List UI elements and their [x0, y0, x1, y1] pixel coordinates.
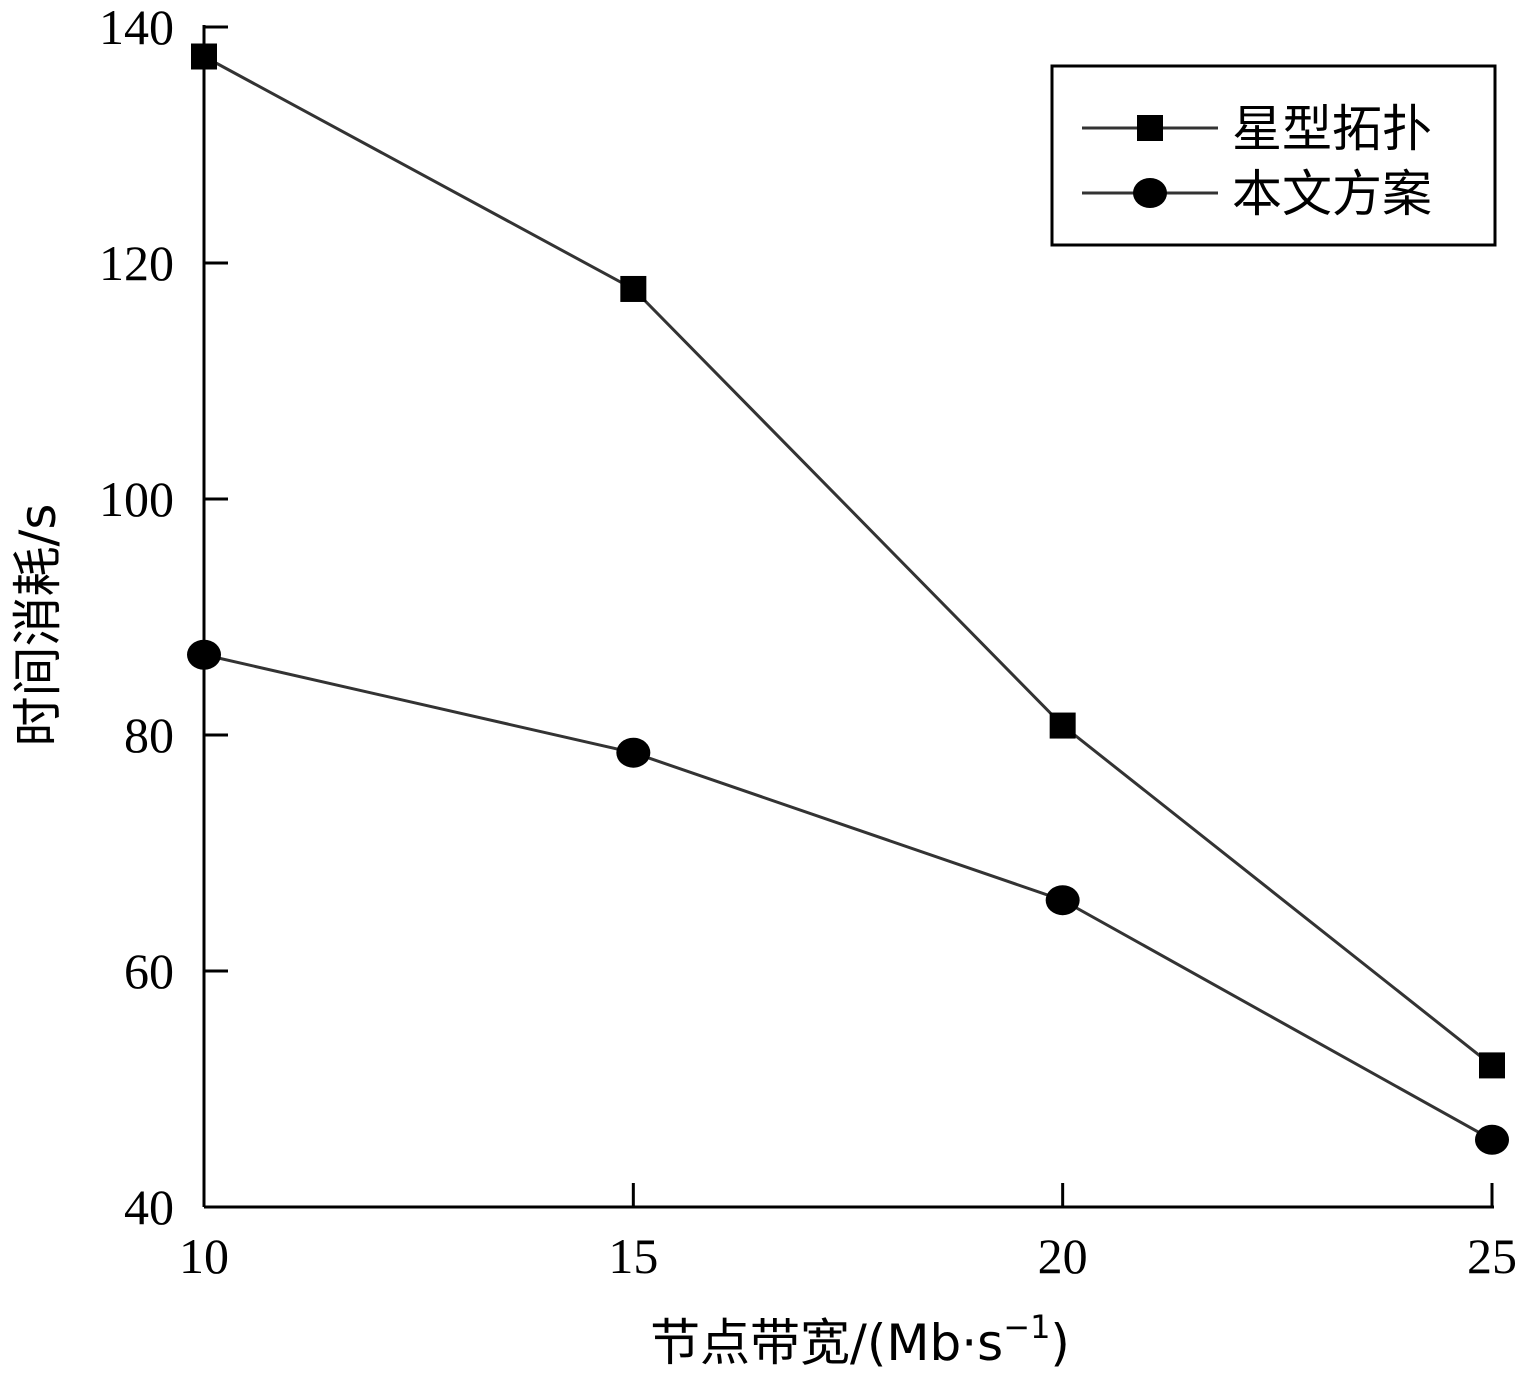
y-axis-label: 时间消耗/s: [9, 504, 67, 747]
x-axis-label-end: ): [1050, 1314, 1070, 1372]
x-tick-label-25: 25: [1467, 1228, 1517, 1284]
series-2-point-3: [1045, 885, 1080, 916]
series-2: [187, 639, 1509, 1155]
legend-label-1: 星型拓扑: [1232, 100, 1432, 158]
series-2-point-2: [616, 737, 651, 768]
y-tick-label-80: 80: [124, 707, 174, 763]
legend-marker-1: [1137, 115, 1163, 141]
series-2-point-4: [1475, 1124, 1509, 1155]
y-tick-label-100: 100: [99, 471, 174, 527]
y-tick-label-120: 120: [99, 235, 174, 291]
y-tick-label-140: 140: [99, 0, 174, 55]
x-axis-label: 节点带宽/(Mb·s−1): [650, 1308, 1070, 1372]
series-1: [191, 43, 1505, 1079]
y-tick-label-60: 60: [124, 943, 174, 999]
ticks-layer: 40 60 80 100 120 140 10 15 20 25: [99, 0, 1517, 1284]
series-layer: [187, 43, 1509, 1155]
series-1-point-4: [1479, 1052, 1505, 1079]
x-tick-label-20: 20: [1038, 1228, 1088, 1284]
x-axis-label-sup: −1: [1003, 1308, 1050, 1346]
series-1-point-2: [620, 275, 647, 302]
legend-marker-2: [1133, 178, 1167, 208]
legend-box: [1050, 64, 1497, 247]
x-tick-label-10: 10: [179, 1228, 229, 1284]
x-tick-label-15: 15: [608, 1228, 658, 1284]
legend-label-2: 本文方案: [1232, 165, 1432, 223]
axes-layer: [202, 25, 1494, 1209]
series-1-point-3: [1049, 712, 1076, 739]
x-axis-label-main: 节点带宽/(Mb·s: [650, 1314, 1003, 1372]
series-2-line: [203, 653, 1493, 1142]
y-tick-label-40: 40: [124, 1179, 174, 1235]
series-1-line: [203, 55, 1493, 1067]
